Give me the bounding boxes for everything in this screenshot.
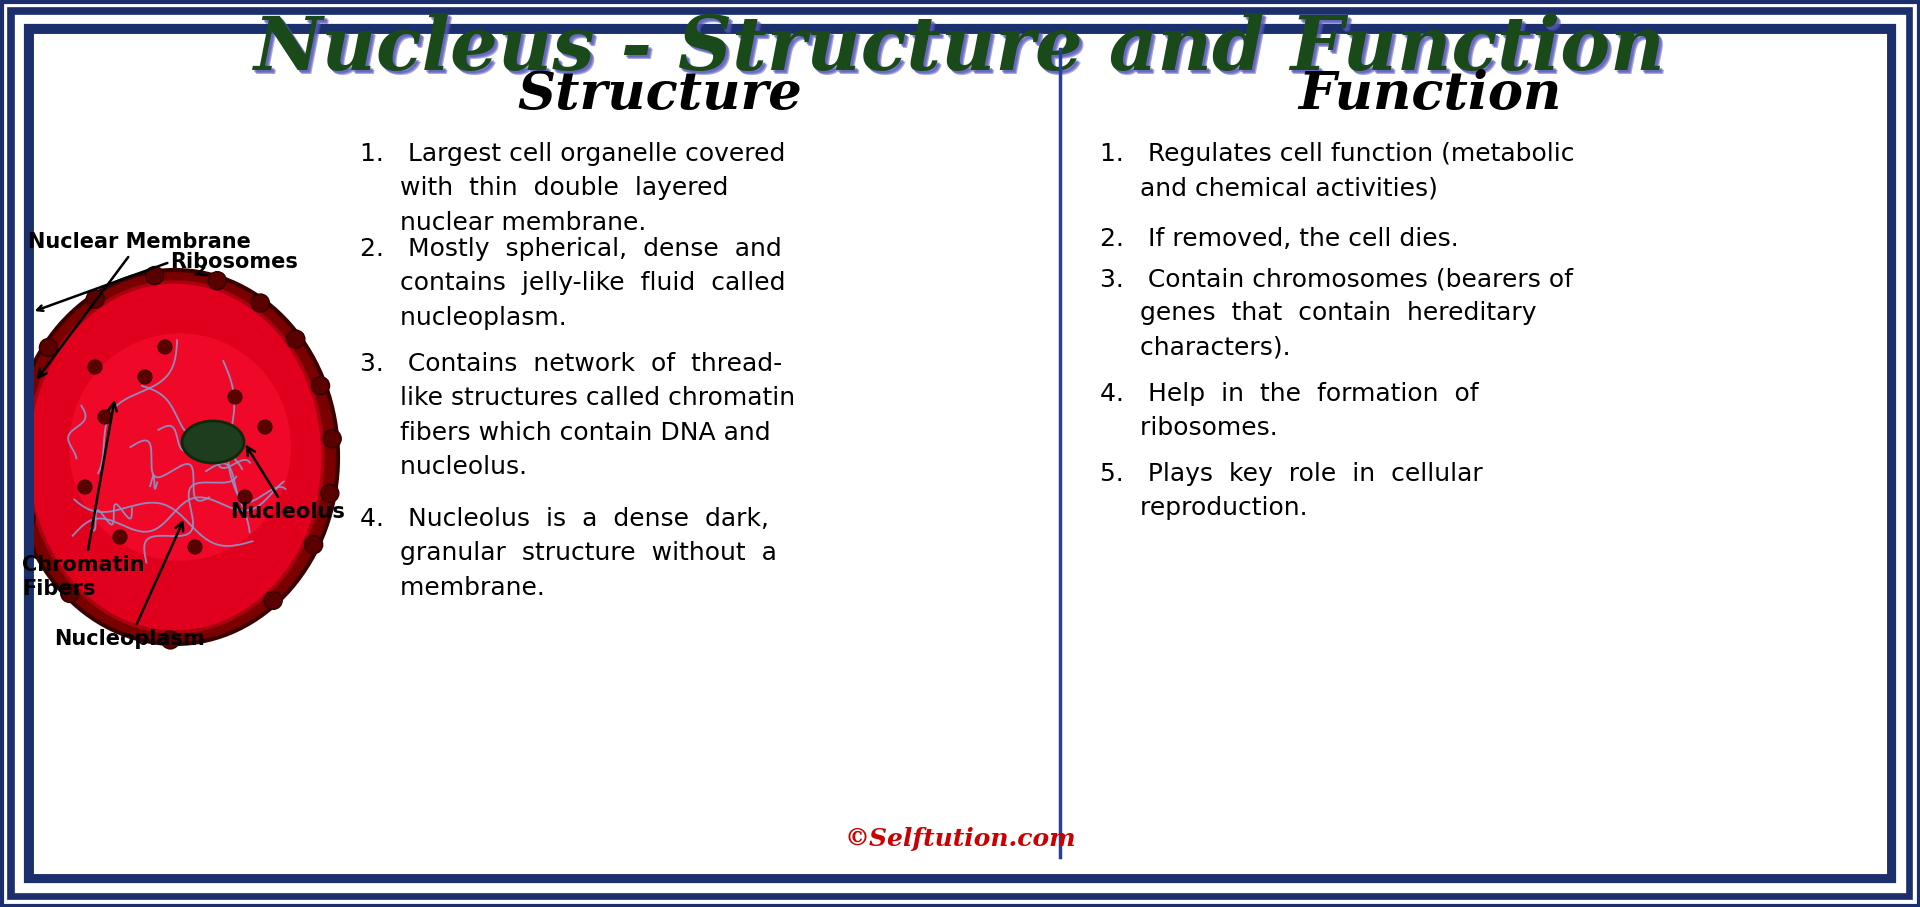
Circle shape	[311, 376, 330, 395]
Circle shape	[86, 290, 104, 308]
Circle shape	[252, 294, 269, 312]
Circle shape	[61, 584, 79, 602]
Circle shape	[138, 370, 152, 384]
Text: Chromatin
Fibers: Chromatin Fibers	[21, 403, 144, 599]
Text: Nuclear Membrane: Nuclear Membrane	[29, 232, 252, 377]
Circle shape	[40, 338, 58, 356]
Text: 4.   Help  in  the  formation  of
     ribosomes.: 4. Help in the formation of ribosomes.	[1100, 382, 1478, 441]
Ellipse shape	[12, 270, 338, 644]
Text: Nucleus - Structure and Function: Nucleus - Structure and Function	[257, 16, 1670, 89]
Circle shape	[265, 591, 282, 610]
Text: Nucleus - Structure and Function: Nucleus - Structure and Function	[257, 15, 1668, 88]
Circle shape	[305, 536, 323, 554]
Text: 2.   Mostly  spherical,  dense  and
     contains  jelly-like  fluid  called
   : 2. Mostly spherical, dense and contains …	[361, 237, 785, 330]
Text: Nucleus - Structure and Function: Nucleus - Structure and Function	[255, 15, 1668, 87]
Circle shape	[228, 390, 242, 404]
Circle shape	[207, 272, 227, 289]
Circle shape	[79, 480, 92, 494]
Circle shape	[98, 410, 111, 424]
Circle shape	[321, 484, 338, 502]
Circle shape	[146, 267, 163, 285]
Text: 1.   Largest cell organelle covered
     with  thin  double  layered
     nuclea: 1. Largest cell organelle covered with t…	[361, 142, 785, 235]
Text: Nucleus - Structure and Function: Nucleus - Structure and Function	[253, 13, 1667, 85]
Ellipse shape	[27, 282, 323, 632]
Circle shape	[157, 340, 173, 354]
Circle shape	[17, 510, 35, 527]
Text: Ribosomes: Ribosomes	[171, 252, 298, 276]
Circle shape	[188, 540, 202, 554]
Circle shape	[238, 490, 252, 504]
Circle shape	[286, 330, 305, 348]
Text: 5.   Plays  key  role  in  cellular
     reproduction.: 5. Plays key role in cellular reproducti…	[1100, 462, 1482, 521]
Circle shape	[257, 420, 273, 434]
Circle shape	[88, 360, 102, 374]
Ellipse shape	[182, 421, 244, 463]
Text: 4.   Nucleolus  is  a  dense  dark,
     granular  structure  without  a
     me: 4. Nucleolus is a dense dark, granular s…	[361, 507, 778, 600]
Text: ©Selftution.com: ©Selftution.com	[845, 827, 1075, 851]
Text: 2.   If removed, the cell dies.: 2. If removed, the cell dies.	[1100, 227, 1459, 251]
Ellipse shape	[69, 333, 292, 561]
Circle shape	[161, 631, 179, 649]
Text: 3.   Contain chromosomes (bearers of
     genes  that  contain  hereditary
     : 3. Contain chromosomes (bearers of genes…	[1100, 267, 1572, 360]
Text: Nucleolus: Nucleolus	[230, 447, 346, 522]
Text: 3.   Contains  network  of  thread-
     like structures called chromatin
     f: 3. Contains network of thread- like stru…	[361, 352, 795, 480]
Text: Nucleoplasm: Nucleoplasm	[54, 522, 205, 649]
Text: Function: Function	[1298, 70, 1561, 121]
Circle shape	[323, 430, 342, 448]
Text: 1.   Regulates cell function (metabolic
     and chemical activities): 1. Regulates cell function (metabolic an…	[1100, 142, 1574, 200]
Circle shape	[13, 405, 31, 423]
Circle shape	[113, 530, 127, 544]
Text: Structure: Structure	[518, 70, 803, 121]
